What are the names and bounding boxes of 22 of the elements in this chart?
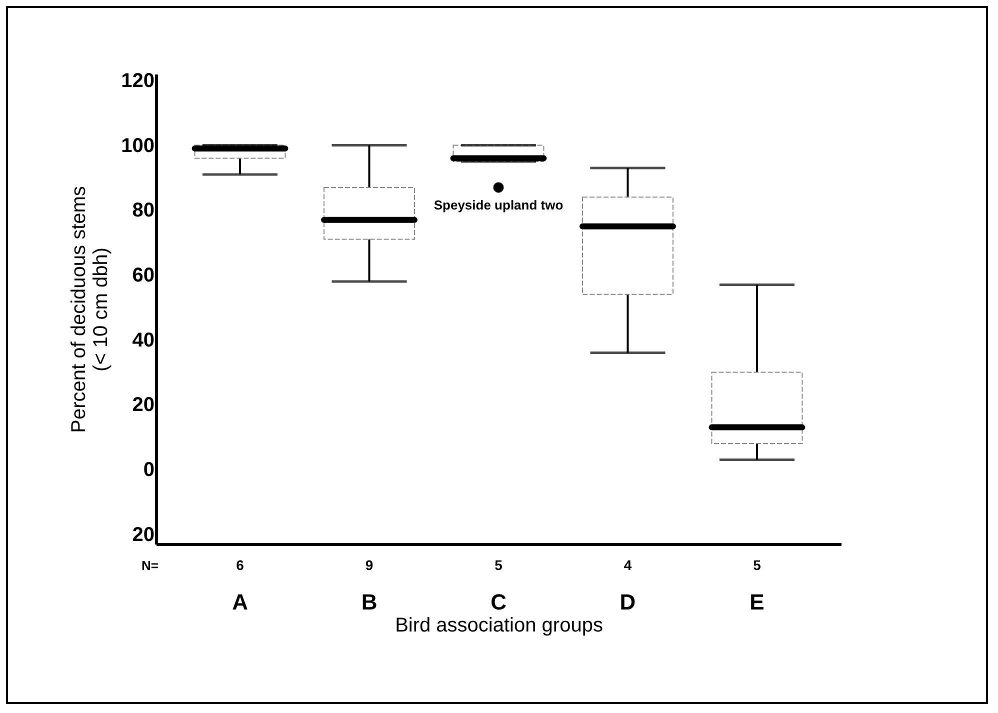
y-tick-label: 120 [121,70,154,92]
y-tick-label: 0 [143,458,154,481]
x-tick-label: D [620,590,636,614]
y-tick-label: 60 [132,264,154,286]
text: N= [142,558,159,573]
x-tick-label: B [361,590,378,614]
x-tick-label: C [490,590,507,614]
y-tick-label: 40 [132,329,154,352]
y-axis-title: Percent of deciduous stems (< 10 cm dbh) [68,186,112,433]
y-tick-label: 20 [132,524,154,546]
annotation: Speyside upland two [434,197,564,212]
text: 9 [365,557,374,573]
text: 4 [624,557,632,573]
x-tick-label: E [750,590,764,614]
y-tick-label: 80 [132,200,154,222]
text: 6 [236,557,244,573]
x-tick-label: A [232,590,248,614]
text: 5 [494,557,503,573]
x-axis-title: Bird association groups [395,614,603,636]
y-tick-label: 20 [132,394,154,416]
y-tick-label: 100 [121,134,154,157]
text: 5 [753,557,762,573]
